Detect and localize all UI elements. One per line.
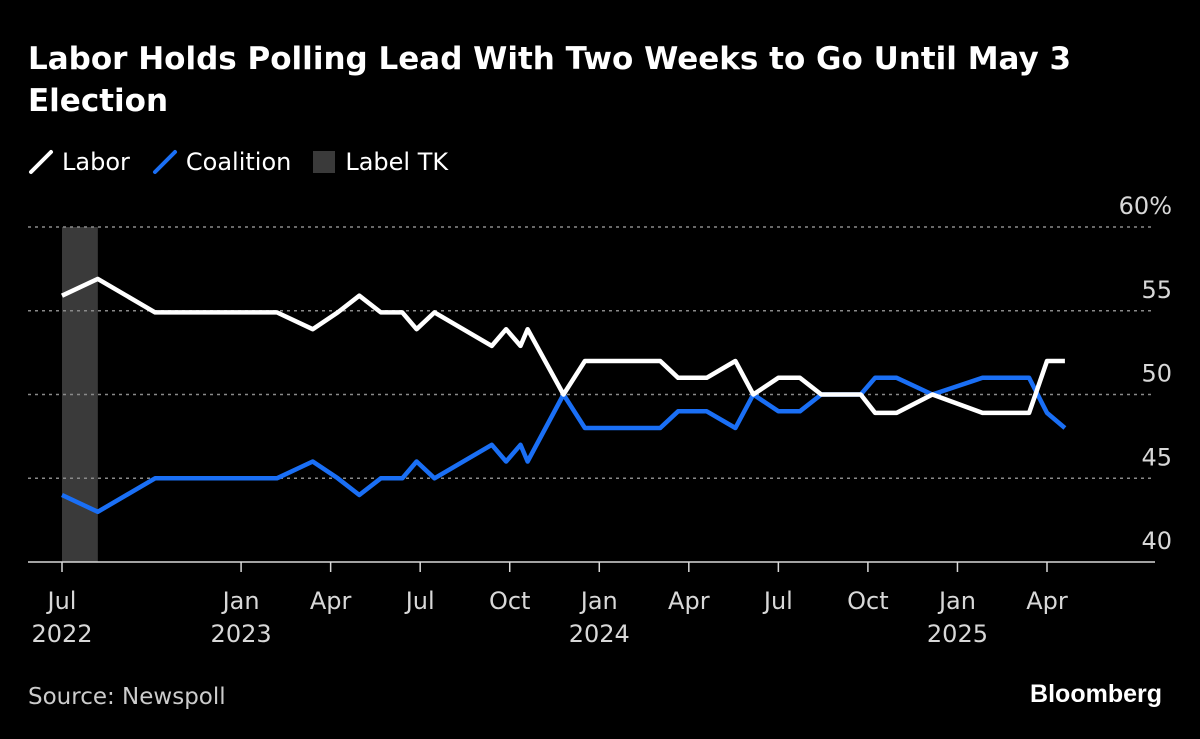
x-tick-label-5: Jan — [579, 587, 618, 615]
x-tick-label-2: Apr — [310, 587, 352, 615]
x-tick-label-6: Apr — [668, 587, 710, 615]
legend-item-labor: Labor — [28, 148, 130, 176]
x-tick-label-8: Oct — [847, 587, 889, 615]
y-tick-label-40: 40 — [1141, 527, 1172, 555]
source-note: Source: Newspoll — [28, 684, 226, 710]
x-tick-label-9: Jan — [937, 587, 976, 615]
legend-line-coalition-icon — [152, 150, 177, 174]
series-line-coalition — [61, 375, 1067, 515]
x-tick-year-label-9: 2025 — [927, 620, 988, 648]
x-tick-label-7: Jul — [762, 587, 793, 615]
legend-line-labor-icon — [29, 150, 53, 174]
x-tick-label-4: Oct — [489, 587, 531, 615]
y-tick-label-45: 45 — [1141, 443, 1172, 471]
legend-item-band: Label TK — [313, 148, 448, 176]
x-tick-label-0: Jul — [46, 587, 77, 615]
legend-box-band-icon — [313, 151, 336, 173]
x-tick-label-3: Jul — [404, 587, 435, 615]
series-line-labor — [61, 276, 1065, 416]
x-tick-year-label-1: 2023 — [211, 620, 272, 648]
y-tick-label-50: 50 — [1141, 360, 1172, 388]
legend-label-band: Label TK — [345, 148, 449, 176]
legend: Labor Coalition Label TK — [28, 144, 470, 180]
legend-label-labor: Labor — [62, 148, 130, 176]
x-tick-year-label-5: 2024 — [569, 620, 630, 648]
x-tick-year-label-0: 2022 — [31, 620, 92, 648]
y-tick-label-60: 60% — [1119, 192, 1172, 220]
legend-label-coalition: Coalition — [185, 148, 292, 176]
x-tick-label-1: Jan — [221, 587, 260, 615]
chart-title: Labor Holds Polling Lead With Two Weeks … — [28, 41, 1072, 119]
brand-logo: Bloomberg — [1030, 680, 1162, 708]
x-tick-label-10: Apr — [1026, 587, 1068, 615]
y-tick-label-55: 55 — [1141, 276, 1172, 304]
legend-item-coalition: Coalition — [152, 148, 291, 176]
